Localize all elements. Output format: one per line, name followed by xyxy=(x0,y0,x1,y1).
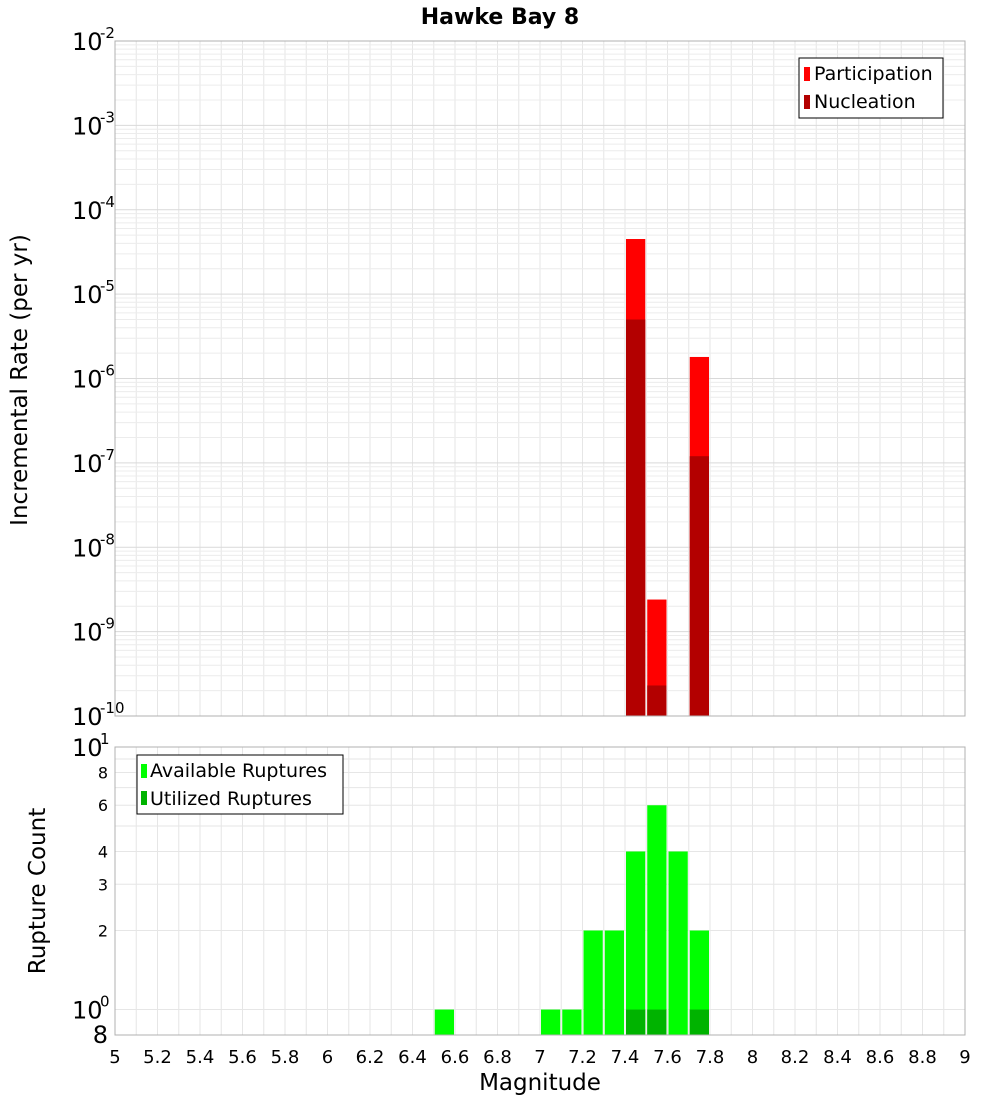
top-bar-nucleation xyxy=(689,456,709,716)
bottom-y-tick-minor: 3 xyxy=(98,875,108,894)
bottom-y-tick-minor: 8 xyxy=(98,763,108,782)
top-grid xyxy=(114,41,966,717)
top-y-tick: 10-5 xyxy=(72,277,115,309)
bottom-bar-utilized-ruptures xyxy=(626,1009,646,1035)
x-tick-label: 6.2 xyxy=(356,1047,385,1068)
bottom-y-tick-base: 10 xyxy=(72,997,103,1025)
top-y-tick-exp: -10 xyxy=(100,699,125,717)
x-ticks: 5 5.2 5.4 5.6 5.8 6 6.2 6.4 6.6 6.8 7 7.2 7.4 7.6 7.8 8… xyxy=(109,1047,970,1068)
x-tick-label: 5.4 xyxy=(186,1047,215,1068)
x-tick-label: 6.8 xyxy=(483,1047,512,1068)
top-bar-nucleation xyxy=(626,319,646,716)
x-tick-label: 7.8 xyxy=(696,1047,725,1068)
x-tick-label: 7 xyxy=(534,1047,545,1068)
x-tick-label: 5.2 xyxy=(143,1047,172,1068)
bottom-bar-available-ruptures xyxy=(668,851,688,1035)
top-y-tick-base: 10 xyxy=(72,281,103,309)
bottom-bar-utilized-ruptures xyxy=(647,1009,667,1035)
bottom-y-tick-min: 8 xyxy=(93,1021,108,1049)
x-tick-label: 8 xyxy=(747,1047,758,1068)
legend-swatch-utilized xyxy=(141,791,147,805)
bottom-y-tick-minor: 6 xyxy=(98,796,108,815)
top-y-tick-exp: -3 xyxy=(100,108,115,126)
top-plot-frame xyxy=(114,40,966,717)
top-y-tick-base: 10 xyxy=(72,197,103,225)
bottom-bar-available-ruptures xyxy=(562,1009,582,1035)
x-tick-label: 8.2 xyxy=(781,1047,810,1068)
legend-swatch-participation xyxy=(804,67,810,81)
bottom-y-tick-minor: 4 xyxy=(98,842,108,861)
top-y-tick: 10-3 xyxy=(72,108,115,140)
bottom-y-tick-base: 10 xyxy=(72,734,103,762)
bottom-y-tick-exp: 0 xyxy=(100,993,110,1011)
top-y-tick-exp: -9 xyxy=(100,615,115,633)
top-y-tick-base: 10 xyxy=(72,619,103,647)
bottom-bar-available-ruptures xyxy=(689,930,709,1035)
top-y-tick-exp: -5 xyxy=(100,277,115,295)
x-tick-label: 5.6 xyxy=(228,1047,257,1068)
top-y-tick-exp: -2 xyxy=(100,24,115,42)
top-y-tick-exp: -8 xyxy=(100,530,115,548)
top-y-tick-base: 10 xyxy=(72,450,103,478)
top-y-tick: 10-7 xyxy=(72,446,115,478)
top-bars xyxy=(626,239,709,716)
top-y-tick: 10-9 xyxy=(72,615,115,647)
x-tick-label: 6.4 xyxy=(398,1047,427,1068)
top-y-tick: 10-6 xyxy=(72,362,115,394)
bottom-bars xyxy=(434,805,709,1035)
top-bar-nucleation xyxy=(647,685,667,716)
legend-label-nucleation: Nucleation xyxy=(814,91,916,113)
x-tick-label: 6.6 xyxy=(441,1047,470,1068)
x-tick-label: 5 xyxy=(109,1047,120,1068)
top-y-axis-label: Incremental Rate (per yr) xyxy=(7,234,33,526)
bottom-bar-available-ruptures xyxy=(626,851,646,1035)
bottom-bar-available-ruptures xyxy=(583,930,603,1035)
bottom-y-tick-major: 101 xyxy=(72,730,110,762)
x-tick-label: 6 xyxy=(322,1047,333,1068)
x-tick-label: 8.8 xyxy=(908,1047,937,1068)
legend-label-participation: Participation xyxy=(814,63,933,85)
top-legend: Participation Nucleation xyxy=(798,57,944,119)
top-y-tick: 10-8 xyxy=(72,530,115,562)
top-y-tick-base: 10 xyxy=(72,112,103,140)
bottom-bar-available-ruptures xyxy=(604,930,624,1035)
top-y-tick: 10-4 xyxy=(72,193,115,225)
legend-label-available: Available Ruptures xyxy=(150,760,327,782)
bottom-bar-available-ruptures xyxy=(647,805,667,1035)
bottom-bar-available-ruptures xyxy=(541,1009,561,1035)
legend-swatch-available xyxy=(141,764,147,778)
bottom-bar-available-ruptures xyxy=(434,1009,454,1035)
bottom-y-tick-minor: 2 xyxy=(98,922,108,941)
top-y-tick-exp: -7 xyxy=(100,446,115,464)
bottom-legend: Available Ruptures Utilized Ruptures xyxy=(136,754,344,815)
top-y-tick-base: 10 xyxy=(72,703,103,731)
top-y-tick-exp: -4 xyxy=(100,193,115,211)
x-tick-label: 7.2 xyxy=(568,1047,597,1068)
x-tick-label: 8.4 xyxy=(823,1047,852,1068)
x-axis-label: Magnitude xyxy=(479,1070,601,1096)
top-y-tick-base: 10 xyxy=(72,366,103,394)
legend-swatch-nucleation xyxy=(804,95,810,109)
bottom-y-tick-major: 100 xyxy=(72,993,110,1025)
top-y-tick-base: 10 xyxy=(72,534,103,562)
top-y-tick: 10-10 xyxy=(72,699,125,731)
bottom-plot-frame xyxy=(114,746,966,1036)
legend-label-utilized: Utilized Ruptures xyxy=(150,788,312,810)
x-tick-label: 7.4 xyxy=(611,1047,640,1068)
top-y-tick-base: 10 xyxy=(72,28,103,56)
bottom-y-axis-label: Rupture Count xyxy=(25,808,51,974)
x-tick-label: 5.8 xyxy=(271,1047,300,1068)
x-tick-label: 7.6 xyxy=(653,1047,682,1068)
top-y-tick-exp: -6 xyxy=(100,362,115,380)
bottom-bar-utilized-ruptures xyxy=(689,1009,709,1035)
chart-title: Hawke Bay 8 xyxy=(421,5,579,30)
x-tick-label: 8.6 xyxy=(866,1047,895,1068)
bottom-y-tick-exp: 1 xyxy=(100,730,110,748)
x-tick-label: 9 xyxy=(959,1047,970,1068)
top-y-tick: 10-2 xyxy=(72,24,115,56)
